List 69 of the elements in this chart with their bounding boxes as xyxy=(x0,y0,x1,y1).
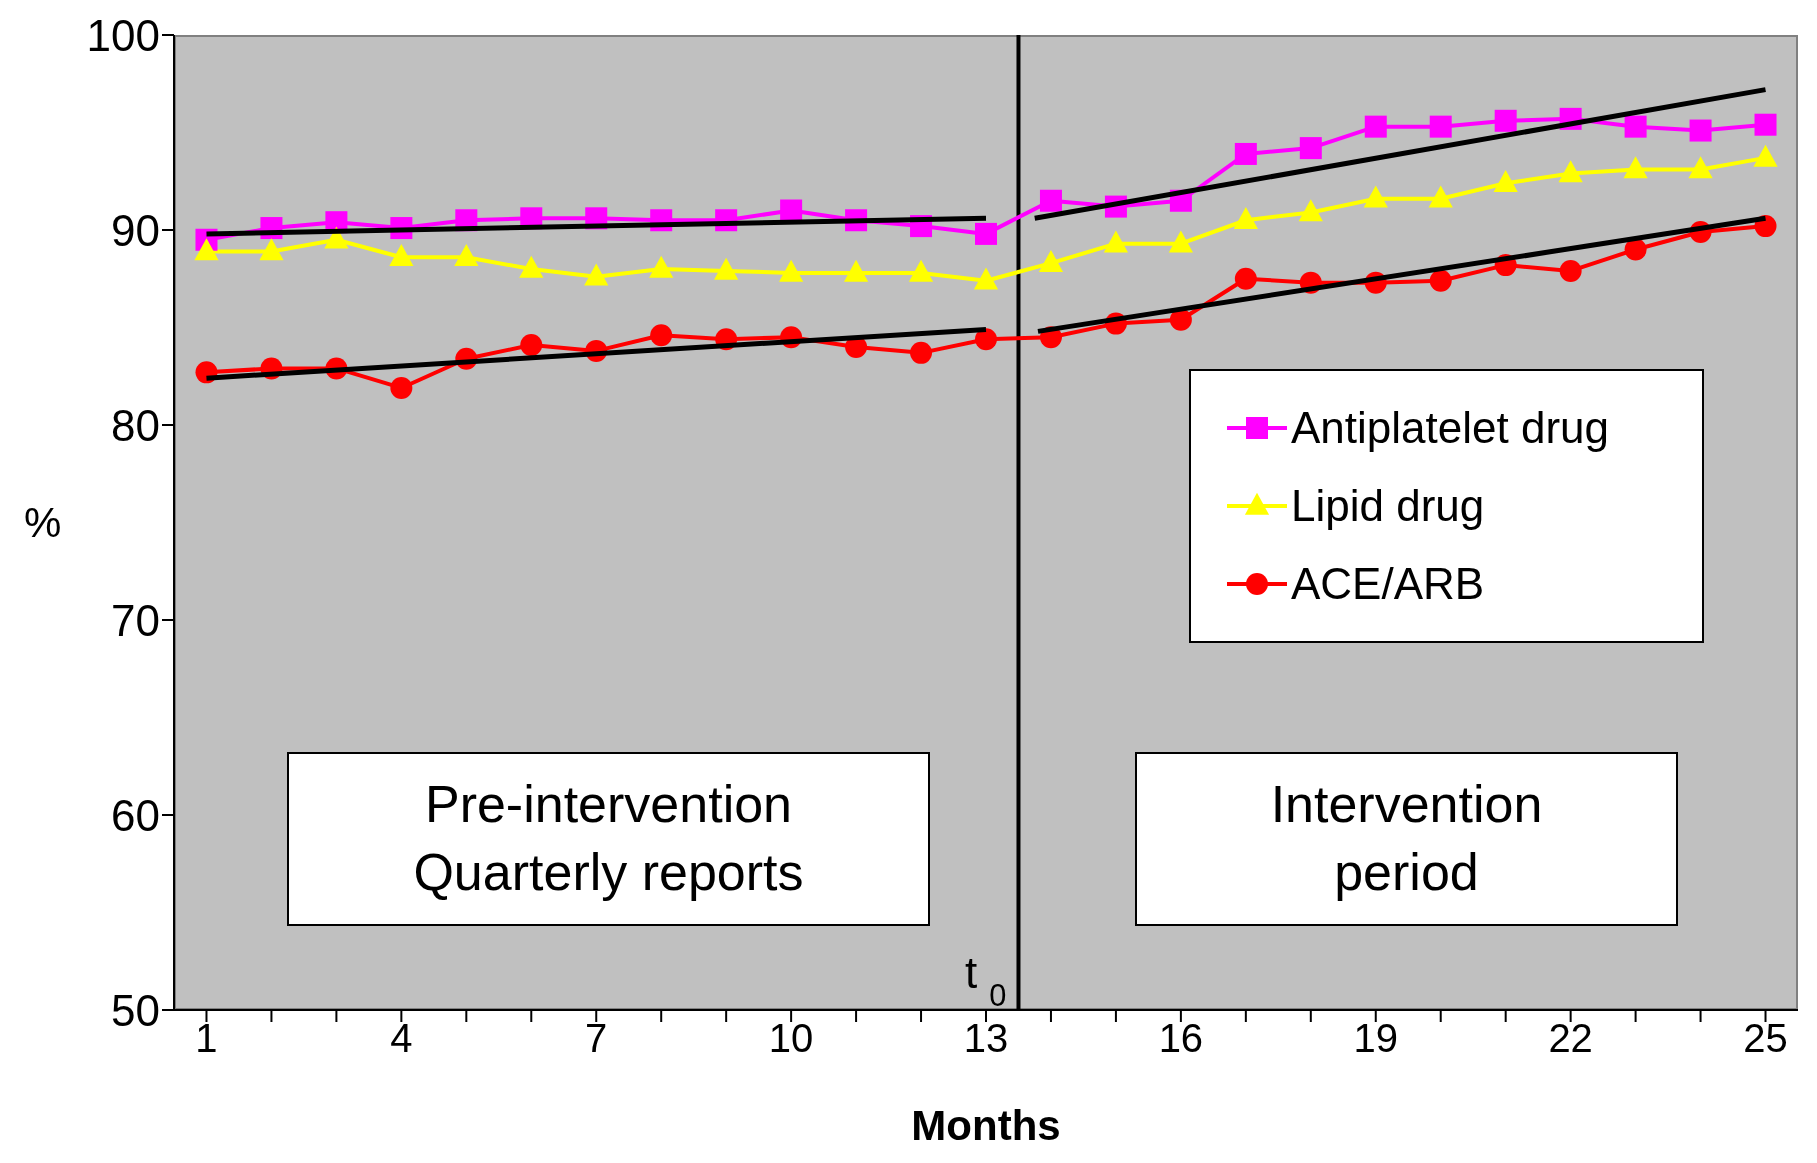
point xyxy=(975,328,997,351)
point xyxy=(259,238,284,261)
point xyxy=(1103,230,1129,253)
x-tick-label: 4 xyxy=(390,1016,413,1061)
point xyxy=(1039,189,1062,212)
point xyxy=(1298,199,1323,222)
point xyxy=(1168,230,1193,253)
point xyxy=(194,238,219,261)
point xyxy=(454,244,479,267)
point xyxy=(1299,137,1322,160)
point xyxy=(1753,144,1778,167)
x-tick-label: 1 xyxy=(195,1016,218,1061)
ref-line-label: t $_{0}$ xyxy=(964,948,1007,1013)
y-tick-label: 70 xyxy=(111,595,160,645)
x-tick-label: 25 xyxy=(1743,1016,1788,1061)
point xyxy=(390,376,413,399)
point xyxy=(1688,156,1713,179)
y-tick-label: 90 xyxy=(111,205,160,255)
point xyxy=(1429,269,1452,292)
x-tick-label: 10 xyxy=(768,1016,814,1061)
point xyxy=(910,341,933,364)
x-tick-label: 7 xyxy=(585,1016,608,1061)
point xyxy=(324,226,349,249)
x-tick-label: 22 xyxy=(1548,1016,1593,1061)
legend-label: Lipid drug xyxy=(1291,481,1485,531)
x-tick-label: 19 xyxy=(1353,1016,1399,1061)
x-tick-label: 13 xyxy=(963,1016,1009,1061)
point xyxy=(779,259,804,282)
point xyxy=(1493,170,1518,192)
text-box: Intervention period xyxy=(1135,752,1678,926)
point xyxy=(780,199,803,222)
point xyxy=(843,259,869,282)
point xyxy=(1038,249,1064,272)
point xyxy=(520,334,543,357)
point xyxy=(1558,160,1583,183)
y-tick-label: 80 xyxy=(111,400,160,450)
point xyxy=(973,267,999,290)
legend-label: Antiplatelet drug xyxy=(1291,403,1609,453)
point xyxy=(1754,113,1777,136)
point xyxy=(649,255,674,278)
y-tick-label: 60 xyxy=(111,790,160,840)
point xyxy=(1494,109,1517,132)
point xyxy=(584,263,609,286)
y-axis-title: % xyxy=(24,499,62,547)
point xyxy=(1364,115,1387,138)
point xyxy=(1169,308,1192,331)
x-tick-label: 16 xyxy=(1158,1016,1204,1061)
point xyxy=(1559,259,1582,282)
legend-label: ACE/ARB xyxy=(1291,559,1485,609)
point xyxy=(1623,156,1648,179)
point xyxy=(1234,267,1257,290)
y-tick-label: 100 xyxy=(86,10,160,60)
point xyxy=(714,257,739,280)
point xyxy=(519,255,544,278)
point xyxy=(908,259,934,282)
point xyxy=(1234,142,1257,165)
point xyxy=(1428,185,1453,208)
point xyxy=(389,244,414,267)
text-box: Pre-intervention Quarterly reports xyxy=(287,752,930,926)
point xyxy=(1624,238,1647,261)
point xyxy=(1689,119,1712,142)
point xyxy=(975,222,997,245)
point xyxy=(1624,115,1647,138)
x-axis-title: Months xyxy=(911,1102,1061,1149)
point xyxy=(1363,185,1388,208)
y-tick-label: 50 xyxy=(111,985,160,1035)
point xyxy=(650,324,673,347)
point xyxy=(1233,207,1258,230)
point xyxy=(1429,115,1452,138)
